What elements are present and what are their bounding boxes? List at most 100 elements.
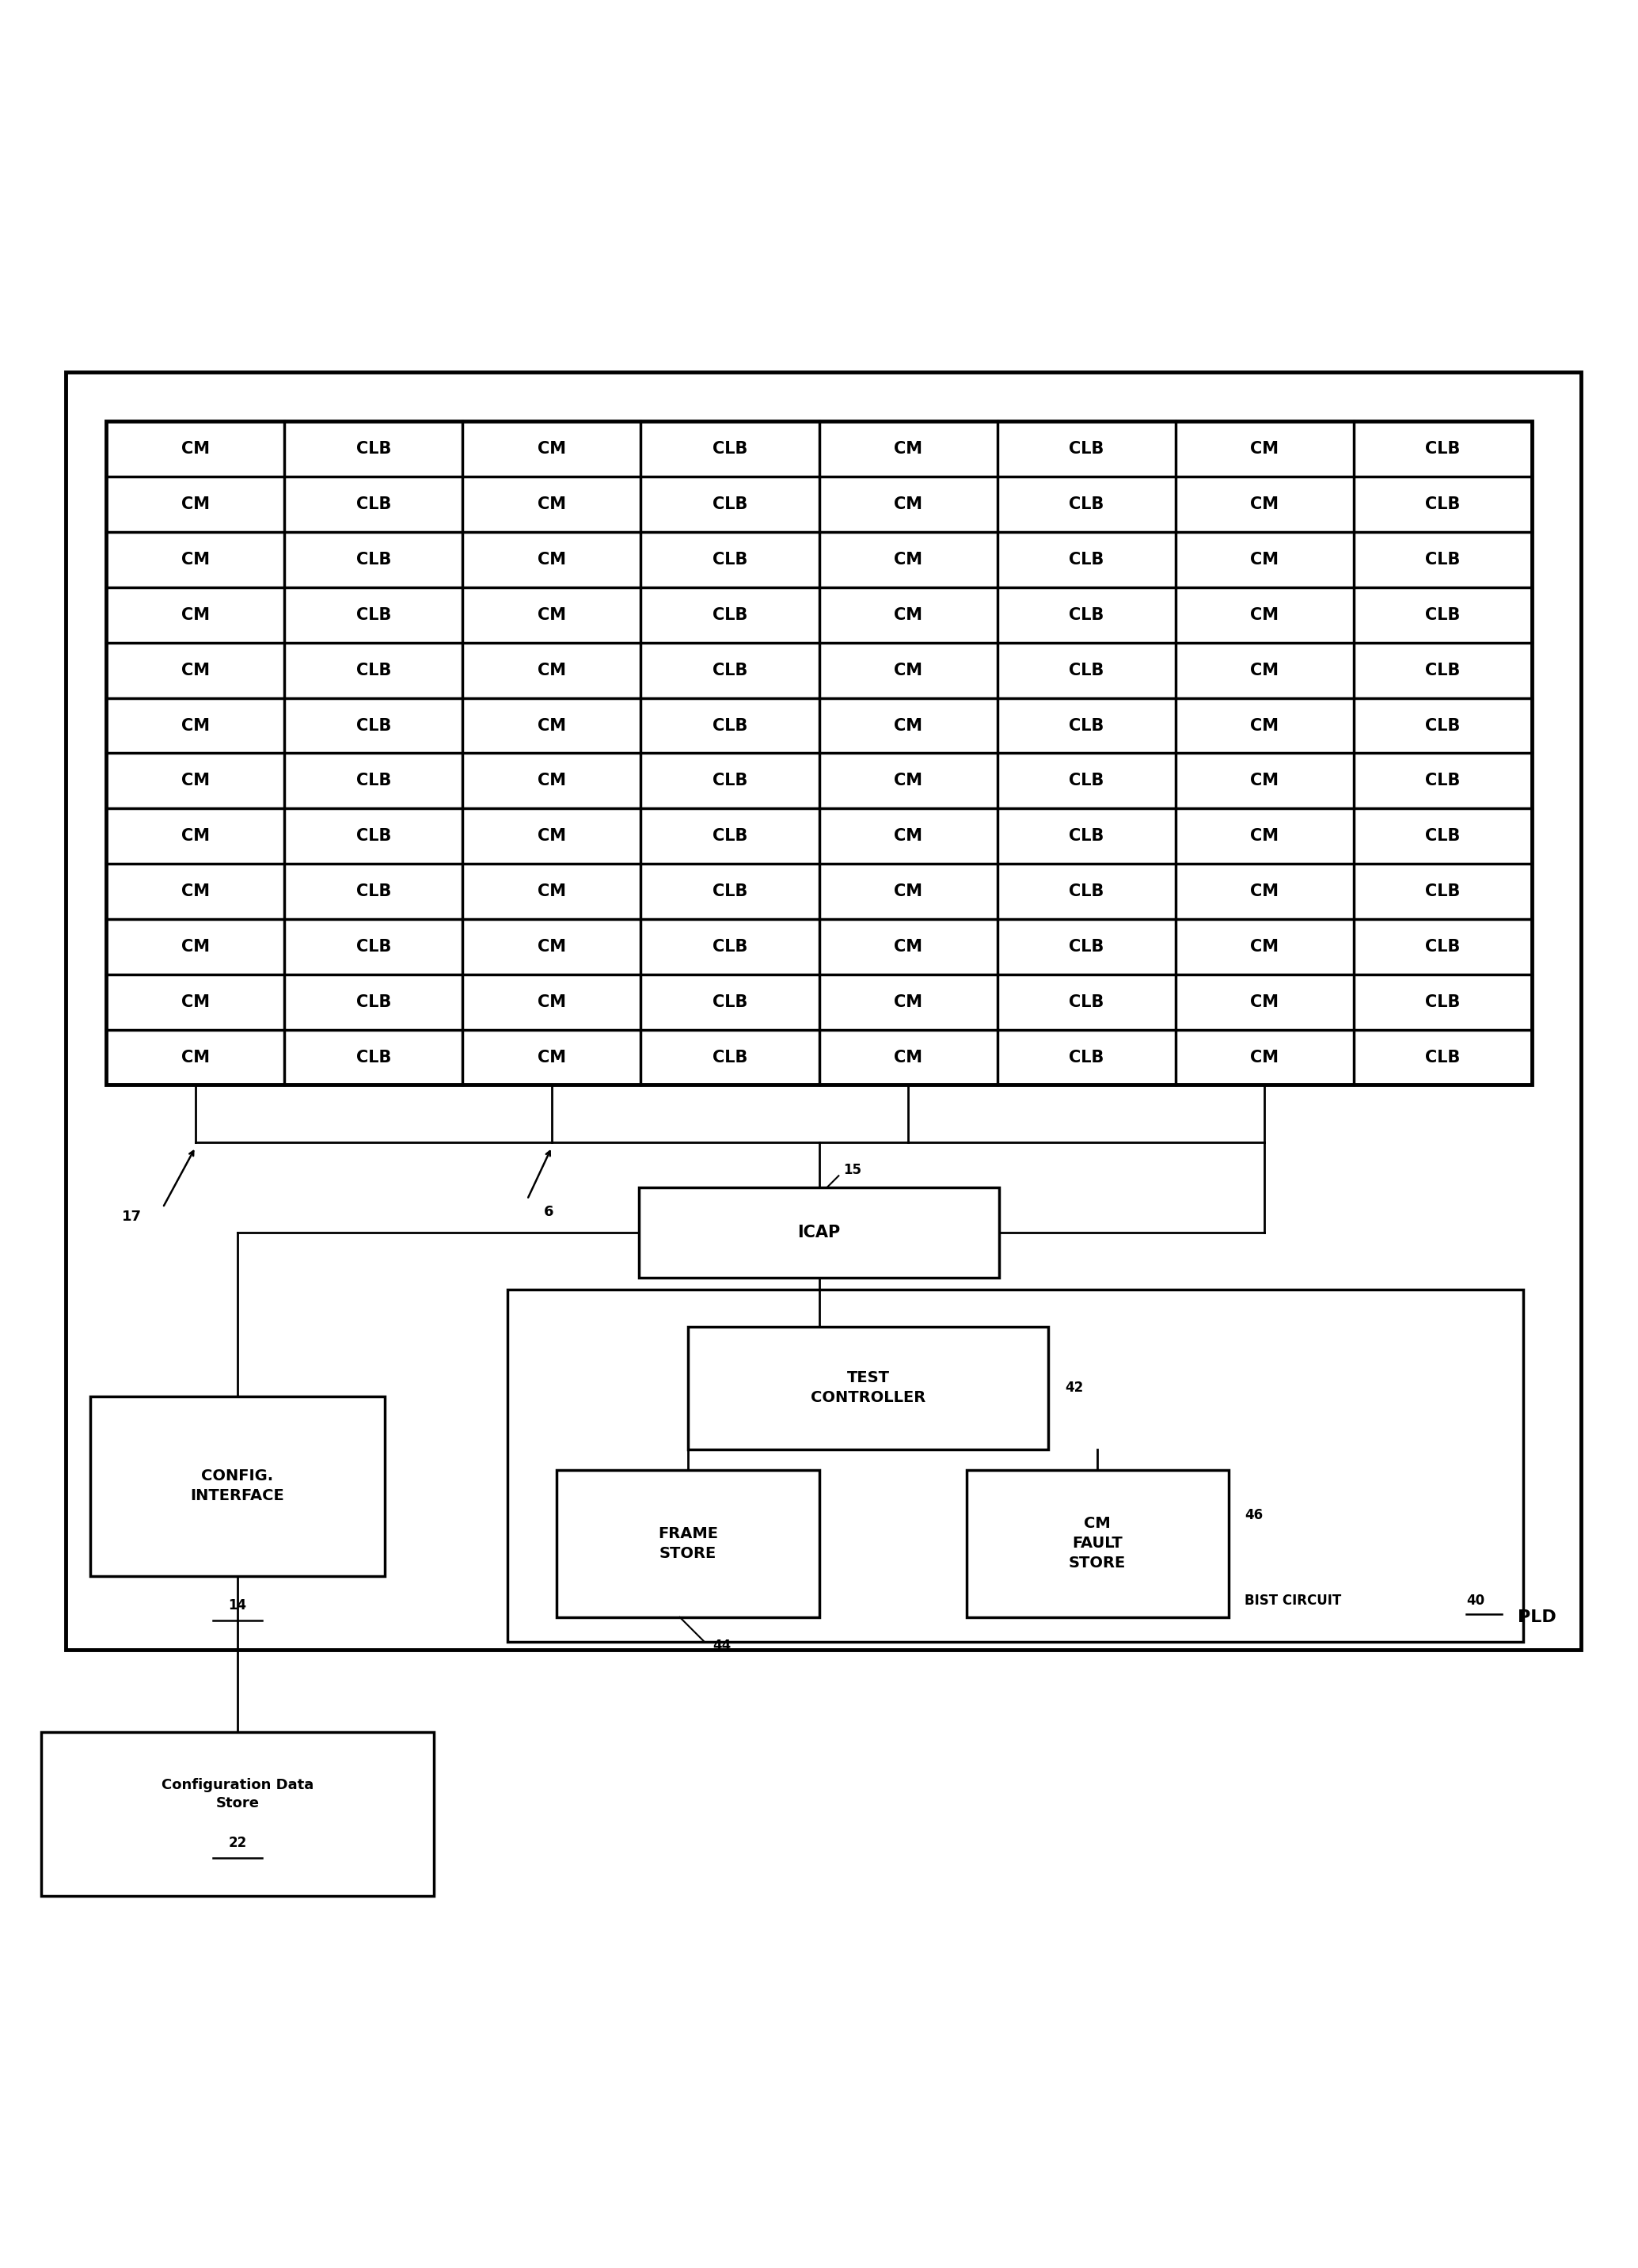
Text: CM: CM [894, 828, 922, 844]
Text: CM: CM [182, 497, 210, 513]
Text: CLB: CLB [1425, 608, 1459, 624]
Text: 15: 15 [844, 1163, 862, 1177]
Bar [66, 372, 1581, 1649]
Text: 17: 17 [121, 1209, 141, 1225]
Text: CM: CM [894, 608, 922, 624]
Text: CM: CM [537, 1050, 567, 1066]
Text: CLB: CLB [1068, 993, 1104, 1009]
Text: CM: CM [894, 662, 922, 678]
Text: CLB: CLB [1425, 885, 1459, 900]
Text: CM: CM [537, 608, 567, 624]
Text: CLB: CLB [1425, 497, 1459, 513]
Text: CLB: CLB [713, 608, 747, 624]
Text: CM: CM [537, 497, 567, 513]
Text: 40: 40 [1466, 1594, 1484, 1608]
Text: CLB: CLB [1425, 993, 1459, 1009]
Text: CLB: CLB [1068, 497, 1104, 513]
Text: CLB: CLB [355, 993, 391, 1009]
Text: CM: CM [182, 717, 210, 733]
Text: CONFIG.
INTERFACE: CONFIG. INTERFACE [190, 1470, 285, 1504]
Text: CLB: CLB [713, 939, 747, 955]
Text: BIST CIRCUIT: BIST CIRCUIT [1245, 1594, 1351, 1608]
Text: CM: CM [182, 551, 210, 567]
Text: 46: 46 [1245, 1508, 1263, 1522]
Text: CLB: CLB [713, 828, 747, 844]
Text: 6: 6 [544, 1204, 554, 1220]
Bar [90, 1397, 385, 1576]
Text: CM: CM [182, 828, 210, 844]
Text: CLB: CLB [1068, 662, 1104, 678]
Text: Configuration Data
Store: Configuration Data Store [162, 1778, 313, 1810]
Text: CLB: CLB [1068, 885, 1104, 900]
Text: CLB: CLB [1068, 939, 1104, 955]
Bar [966, 1470, 1228, 1617]
Text: CM: CM [1250, 717, 1279, 733]
Text: CM: CM [537, 773, 567, 789]
Text: CM: CM [182, 608, 210, 624]
Bar [508, 1290, 1523, 1642]
Text: CLB: CLB [355, 939, 391, 955]
Text: CLB: CLB [355, 717, 391, 733]
Text: CM: CM [537, 717, 567, 733]
Text: CLB: CLB [1068, 1050, 1104, 1066]
Text: CM: CM [894, 1050, 922, 1066]
Text: CM: CM [1250, 1050, 1279, 1066]
Text: CLB: CLB [355, 497, 391, 513]
Text: CLB: CLB [1068, 773, 1104, 789]
Text: CM: CM [894, 885, 922, 900]
Text: CLB: CLB [713, 442, 747, 458]
Text: CLB: CLB [713, 662, 747, 678]
Text: CM: CM [537, 828, 567, 844]
Text: FRAME
STORE: FRAME STORE [658, 1526, 717, 1560]
Text: CM: CM [1250, 497, 1279, 513]
Text: CLB: CLB [1068, 828, 1104, 844]
Text: CLB: CLB [1425, 828, 1459, 844]
Text: CLB: CLB [1425, 551, 1459, 567]
Text: CM: CM [1250, 662, 1279, 678]
Text: CM: CM [894, 551, 922, 567]
Text: CM: CM [537, 442, 567, 458]
Text: CLB: CLB [355, 773, 391, 789]
Text: CLB: CLB [355, 1050, 391, 1066]
Text: CLB: CLB [713, 773, 747, 789]
Text: CLB: CLB [1425, 1050, 1459, 1066]
Text: CM: CM [182, 885, 210, 900]
Text: CLB: CLB [1068, 717, 1104, 733]
Text: CM: CM [1250, 608, 1279, 624]
Text: CM: CM [1250, 939, 1279, 955]
Text: CM: CM [537, 551, 567, 567]
Bar [639, 1186, 999, 1277]
Text: CM: CM [537, 939, 567, 955]
Text: CLB: CLB [1425, 939, 1459, 955]
Text: CM: CM [182, 1050, 210, 1066]
Text: CM: CM [537, 993, 567, 1009]
Text: CM: CM [1250, 551, 1279, 567]
Text: CLB: CLB [355, 551, 391, 567]
Text: CM: CM [1250, 993, 1279, 1009]
Text: CM: CM [894, 773, 922, 789]
Text: CM: CM [894, 717, 922, 733]
Text: CLB: CLB [713, 717, 747, 733]
Text: 44: 44 [713, 1640, 731, 1653]
Text: CM: CM [894, 497, 922, 513]
Text: CLB: CLB [713, 885, 747, 900]
Text: CM: CM [894, 442, 922, 458]
Text: CM: CM [182, 773, 210, 789]
Text: CM: CM [1250, 773, 1279, 789]
Bar [688, 1327, 1048, 1449]
Text: CLB: CLB [713, 1050, 747, 1066]
Text: 22: 22 [228, 1837, 247, 1851]
Text: CLB: CLB [1068, 551, 1104, 567]
Text: 14: 14 [228, 1599, 247, 1613]
Text: 42: 42 [1065, 1381, 1083, 1395]
Text: CLB: CLB [1425, 773, 1459, 789]
Text: CM: CM [894, 939, 922, 955]
Text: CLB: CLB [355, 608, 391, 624]
Bar [106, 422, 1532, 1084]
Text: CLB: CLB [355, 828, 391, 844]
Text: CM: CM [182, 939, 210, 955]
Bar [41, 1733, 434, 1896]
Text: CLB: CLB [713, 993, 747, 1009]
Text: CLB: CLB [1068, 608, 1104, 624]
Text: CLB: CLB [355, 442, 391, 458]
